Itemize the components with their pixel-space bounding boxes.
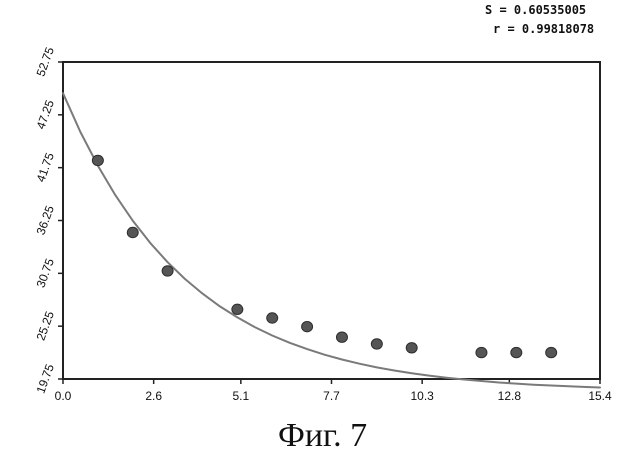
y-tick-label: 19.75 xyxy=(34,362,58,395)
data-point xyxy=(267,313,278,323)
x-tick-label: 12.8 xyxy=(498,389,522,403)
data-point xyxy=(92,155,103,165)
x-tick-label: 15.4 xyxy=(588,389,612,403)
data-point xyxy=(162,266,173,276)
y-tick-label: 36.25 xyxy=(34,203,58,236)
plot-area: 0.0 2.6 5.1 7.7 10.3 12.8 15.4 19.75 25.25 30.75 3… xyxy=(34,45,612,403)
x-tick-label: 10.3 xyxy=(410,389,434,403)
x-tick-label: 2.6 xyxy=(145,389,162,403)
stat-r-value: r = 0.99818078 xyxy=(493,22,594,36)
data-point xyxy=(336,332,347,342)
stat-s-value: S = 0.60535005 xyxy=(485,3,586,17)
figure-caption: Фиг. 7 xyxy=(278,417,367,454)
y-tick-label: 47.25 xyxy=(34,98,58,131)
y-tick-label: 52.75 xyxy=(34,45,58,78)
data-point xyxy=(371,339,382,349)
x-tick-label: 7.7 xyxy=(323,389,340,403)
data-point xyxy=(511,347,522,357)
x-tick-label: 5.1 xyxy=(232,389,249,403)
data-point xyxy=(127,227,138,237)
plot-frame xyxy=(63,62,600,379)
x-tick-label: 0.0 xyxy=(55,389,72,403)
y-tick-label: 30.75 xyxy=(34,256,58,289)
y-tick-label: 25.25 xyxy=(34,309,58,342)
y-tick-label: 41.75 xyxy=(34,151,58,184)
data-point xyxy=(232,304,243,314)
data-point xyxy=(476,347,487,357)
data-point xyxy=(302,321,313,331)
data-point xyxy=(406,343,417,353)
data-point xyxy=(546,347,557,357)
